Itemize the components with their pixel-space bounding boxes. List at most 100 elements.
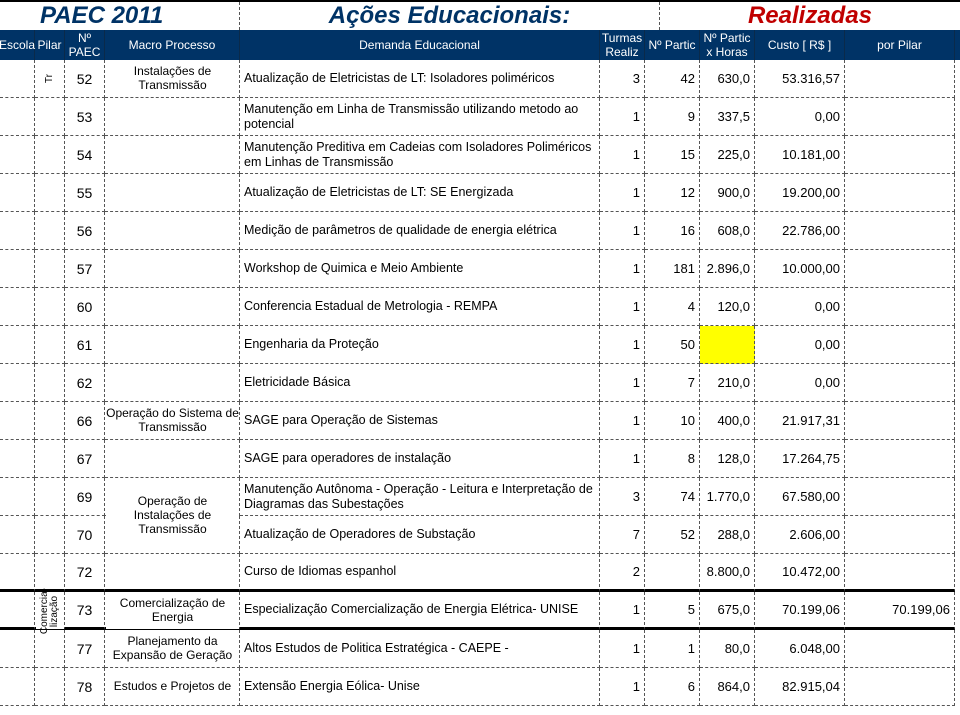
cell-col-npaec: 52 (65, 60, 105, 98)
cell-col-pilar (35, 592, 65, 630)
cell-col-partic: 1 (645, 630, 700, 668)
cell-col-partic: 74 (645, 478, 700, 516)
cell-col-npaec: 55 (65, 174, 105, 212)
cell-col-ph: 900,0 (700, 174, 755, 212)
table-row: 61Engenharia da Proteção1500,00 (0, 326, 960, 364)
cell-col-turmas: 1 (600, 288, 645, 326)
cell-col-pilar2 (845, 516, 955, 554)
cell-col-pilar2 (845, 98, 955, 136)
cell-col-pilar2 (845, 554, 955, 592)
cell-col-pilar (35, 60, 65, 98)
cell-col-custo: 6.048,00 (755, 630, 845, 668)
cell-col-npaec: 78 (65, 668, 105, 706)
cell-col-pilar (35, 478, 65, 516)
cell-col-turmas: 1 (600, 174, 645, 212)
cell-col-dem: Engenharia da Proteção (240, 326, 600, 364)
cell-col-escola (0, 174, 35, 212)
cell-col-custo: 53.316,57 (755, 60, 845, 98)
cell-col-dem: Conferencia Estadual de Metrologia - REM… (240, 288, 600, 326)
cell-col-ph: 675,0 (700, 592, 755, 630)
table-body: 52Atualização de Eletricistas de LT: Iso… (0, 60, 960, 706)
table-row: 70Atualização de Operadores de Substação… (0, 516, 960, 554)
table-header: Escola Pilar Nº PAEC Macro Processo Dema… (0, 30, 960, 60)
table-row: 66SAGE para Operação de Sistemas110400,0… (0, 402, 960, 440)
table-row: 72Curso de Idiomas espanhol28.800,010.47… (0, 554, 960, 592)
cell-col-pilar2 (845, 440, 955, 478)
cell-col-pilar2 (845, 212, 955, 250)
cell-col-ph: 128,0 (700, 440, 755, 478)
cell-col-escola (0, 212, 35, 250)
cell-col-pilar2 (845, 250, 955, 288)
cell-col-pilar2 (845, 478, 955, 516)
cell-col-ph: 80,0 (700, 630, 755, 668)
cell-col-pilar (35, 174, 65, 212)
cell-col-macro (105, 174, 240, 212)
cell-col-pilar (35, 288, 65, 326)
cell-col-ph: 864,0 (700, 668, 755, 706)
col-header-porpilar: por Pilar (845, 30, 955, 60)
cell-col-pilar2 (845, 288, 955, 326)
col-header-partic: Nº Partic (645, 30, 700, 60)
table-row: 52Atualização de Eletricistas de LT: Iso… (0, 60, 960, 98)
cell-col-escola (0, 136, 35, 174)
cell-col-macro (105, 554, 240, 592)
table-row: 57Workshop de Quimica e Meio Ambiente118… (0, 250, 960, 288)
cell-col-pilar (35, 136, 65, 174)
cell-col-ph: 288,0 (700, 516, 755, 554)
cell-col-dem: Altos Estudos de Politica Estratégica - … (240, 630, 600, 668)
cell-col-npaec: 66 (65, 402, 105, 440)
cell-col-npaec: 53 (65, 98, 105, 136)
cell-col-pilar2 (845, 326, 955, 364)
cell-col-turmas: 1 (600, 364, 645, 402)
cell-col-turmas: 1 (600, 630, 645, 668)
cell-col-custo: 19.200,00 (755, 174, 845, 212)
cell-col-dem: Atualização de Operadores de Substação (240, 516, 600, 554)
cell-col-dem: Workshop de Quimica e Meio Ambiente (240, 250, 600, 288)
cell-col-escola (0, 592, 35, 630)
cell-col-pilar (35, 668, 65, 706)
cell-col-partic: 9 (645, 98, 700, 136)
cell-col-pilar2 (845, 136, 955, 174)
cell-col-macro (105, 288, 240, 326)
table-row: 69Manutenção Autônoma - Operação - Leitu… (0, 478, 960, 516)
cell-col-npaec: 56 (65, 212, 105, 250)
cell-col-escola (0, 478, 35, 516)
cell-col-custo: 82.915,04 (755, 668, 845, 706)
cell-col-pilar (35, 440, 65, 478)
cell-col-ph: 210,0 (700, 364, 755, 402)
cell-col-escola (0, 516, 35, 554)
cell-col-custo: 21.917,31 (755, 402, 845, 440)
cell-col-escola (0, 288, 35, 326)
cell-col-pilar (35, 98, 65, 136)
cell-col-pilar2 (845, 60, 955, 98)
cell-col-custo: 10.181,00 (755, 136, 845, 174)
cell-col-ph: 400,0 (700, 402, 755, 440)
cell-col-turmas: 3 (600, 60, 645, 98)
cell-col-turmas: 1 (600, 668, 645, 706)
cell-col-turmas: 1 (600, 212, 645, 250)
cell-col-ph (700, 326, 755, 364)
table-row: 56Medição de parâmetros de qualidade de … (0, 212, 960, 250)
cell-col-pilar2: 70.199,06 (845, 592, 955, 630)
cell-col-pilar2 (845, 364, 955, 402)
cell-col-macro (105, 592, 240, 630)
cell-col-ph: 120,0 (700, 288, 755, 326)
cell-col-escola (0, 440, 35, 478)
cell-col-turmas: 1 (600, 250, 645, 288)
cell-col-macro (105, 516, 240, 554)
cell-col-macro (105, 212, 240, 250)
cell-col-ph: 337,5 (700, 98, 755, 136)
cell-col-escola (0, 98, 35, 136)
col-header-ph: Nº Partic x Horas (700, 30, 755, 60)
cell-col-turmas: 1 (600, 402, 645, 440)
cell-col-dem: Atualização de Eletricistas de LT: SE En… (240, 174, 600, 212)
cell-col-custo: 2.606,00 (755, 516, 845, 554)
cell-col-custo: 17.264,75 (755, 440, 845, 478)
col-header-npaec: Nº PAEC (65, 30, 105, 60)
cell-col-npaec: 60 (65, 288, 105, 326)
cell-col-escola (0, 250, 35, 288)
table-row: 53Manutenção em Linha de Transmissão uti… (0, 98, 960, 136)
cell-col-turmas: 1 (600, 592, 645, 630)
col-header-custo: Custo [ R$ ] (755, 30, 845, 60)
cell-col-npaec: 69 (65, 478, 105, 516)
